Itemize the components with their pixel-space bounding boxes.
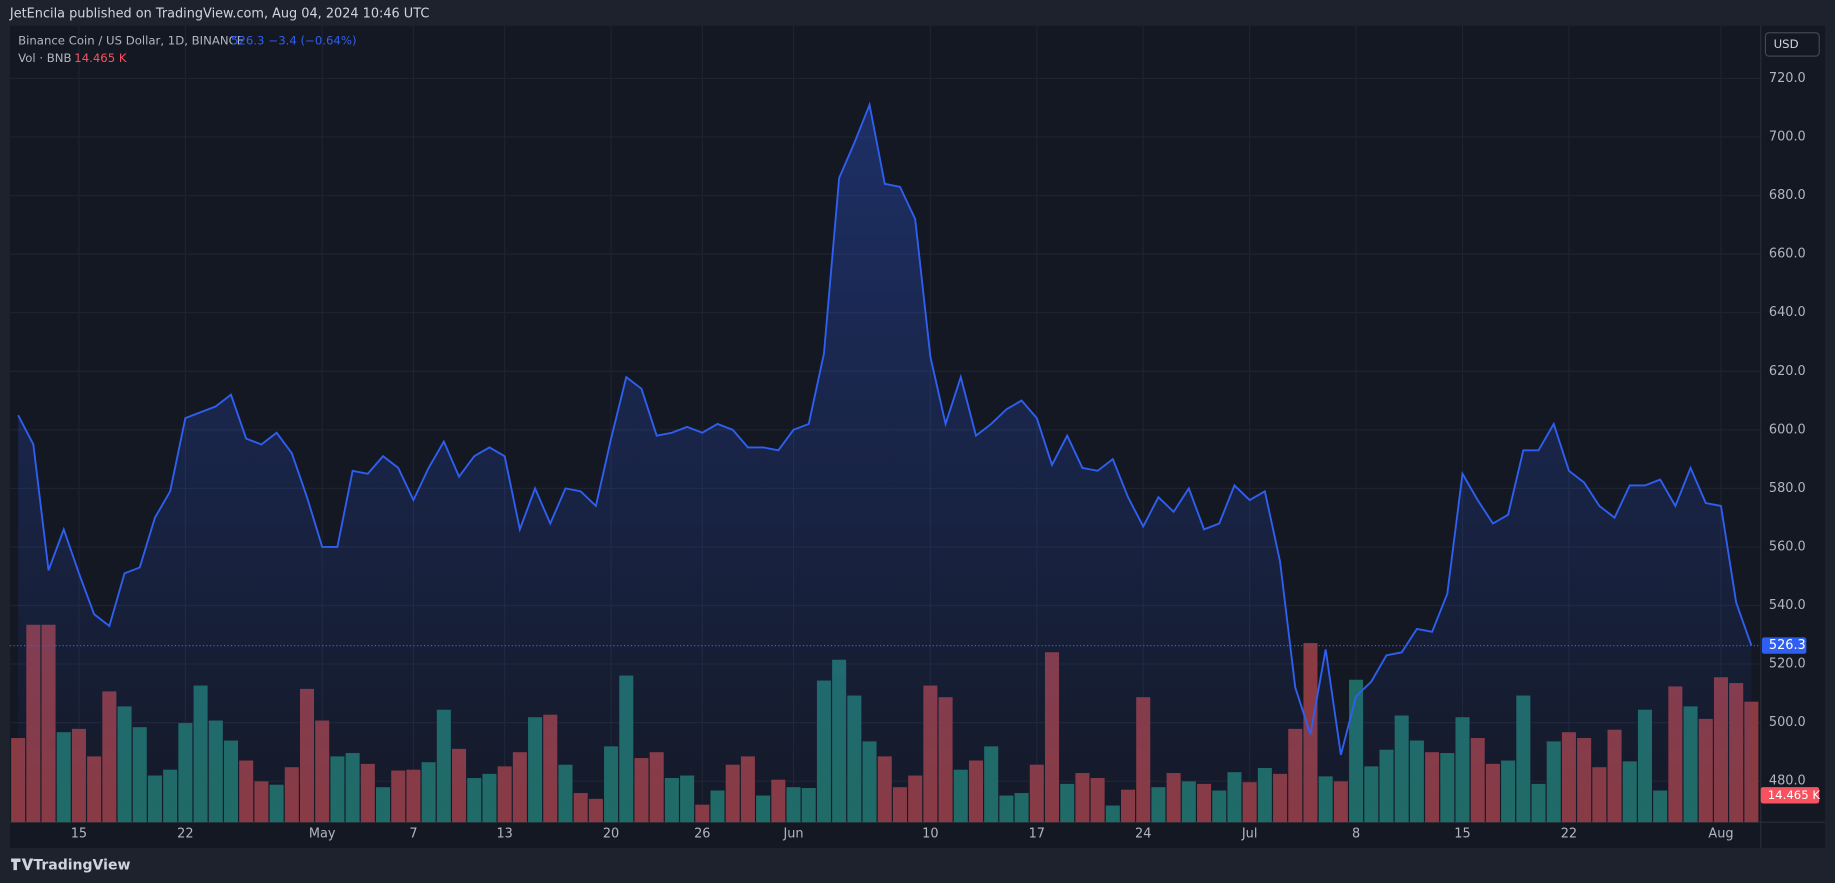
y-tick-label: 600.0 — [1769, 422, 1806, 437]
x-tick-label: Jun — [782, 826, 803, 841]
y-tick-label: 680.0 — [1769, 188, 1806, 203]
currency-button[interactable] — [1764, 32, 1820, 57]
y-tick-label: 660.0 — [1769, 247, 1806, 262]
last-volume-box — [1760, 787, 1820, 804]
y-tick-label: 500.0 — [1769, 715, 1806, 730]
header: JetEncila published on TradingView.com, … — [9, 7, 429, 22]
y-tick-label: 560.0 — [1769, 539, 1806, 554]
x-tick-label: Aug — [1708, 826, 1733, 841]
x-tick-label: 22 — [177, 826, 193, 841]
y-tick-label: 620.0 — [1769, 364, 1806, 379]
y-tick-label: 520.0 — [1769, 657, 1806, 672]
x-tick-label: 15 — [71, 826, 87, 841]
x-tick-label: 26 — [694, 826, 710, 841]
y-tick-label: 480.0 — [1769, 774, 1806, 789]
x-tick-label: 24 — [1135, 826, 1151, 841]
last-price-label: 526.3 — [1769, 638, 1806, 653]
x-tick-label: 20 — [603, 826, 619, 841]
x-tick-label: 17 — [1029, 826, 1045, 841]
price-axis — [1760, 25, 1826, 823]
time-axis — [9, 822, 1826, 848]
legend-price: 526.3 — [231, 33, 264, 47]
y-tick-label: 580.0 — [1769, 481, 1806, 496]
x-tick-label: 22 — [1561, 826, 1577, 841]
currency[interactable]: USD — [1774, 37, 1799, 51]
y-tick-label: 540.0 — [1769, 598, 1806, 613]
y-tick-label: 640.0 — [1769, 305, 1806, 320]
footer-logo: TradingView — [33, 857, 130, 873]
x-tick-label: May — [309, 826, 336, 841]
x-tick-label: 13 — [496, 826, 512, 841]
legend-change: −3.4 (−0.64%) — [268, 33, 356, 47]
legend-volume: Vol · BNB — [18, 51, 71, 65]
last-volume-label: 14.465 K — [1768, 788, 1821, 802]
last-price-box — [1761, 637, 1807, 654]
price-line — [17, 101, 1753, 756]
legend-symbol: Binance Coin / US Dollar, 1D, BINANCE — [18, 33, 244, 47]
price-area — [18, 104, 1752, 823]
x-tick-label: Jul — [1241, 826, 1258, 841]
x-tick-label: 7 — [409, 826, 417, 841]
x-tick-label: 15 — [1454, 826, 1470, 841]
x-tick-label: 8 — [1352, 826, 1360, 841]
x-tick-label: 10 — [922, 826, 938, 841]
y-tick-label: 720.0 — [1769, 71, 1806, 86]
y-tick-label: 700.0 — [1769, 129, 1806, 144]
logo-icon — [11, 858, 34, 871]
legend-volume-last: 14.465 K — [74, 51, 127, 65]
